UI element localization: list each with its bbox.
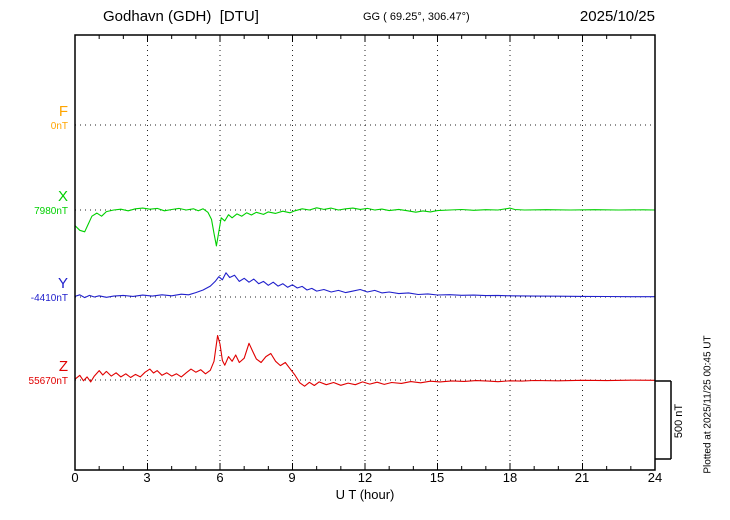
x-tick-3: 3 [143, 470, 151, 485]
x-tick-6: 6 [216, 470, 224, 485]
x-axis-label: U T (hour) [335, 487, 395, 502]
channel-label-Z: Z 55670nT [0, 358, 68, 388]
x-tick-21: 21 [574, 470, 590, 485]
channel-label-X: X 7980nT [0, 188, 68, 218]
x-tick-24: 24 [647, 470, 663, 485]
scale-bar-label: 500 nT [673, 403, 685, 439]
trace-X [74, 207, 656, 247]
channel-letter-X: X [57, 188, 68, 205]
channel-letter-Z: Z [58, 358, 68, 375]
trace-Z [74, 334, 656, 387]
channel-baseline-X: 7980nT [34, 206, 68, 217]
channel-letter-F: F [58, 103, 68, 120]
channel-label-F: F 0nT [0, 103, 68, 133]
plot-frame [74, 34, 656, 471]
x-tick-0: 0 [71, 470, 79, 485]
record-date: 2025/10/25 [579, 8, 655, 25]
x-tick-9: 9 [288, 470, 296, 485]
channel-label-Y: Y -4410nT [0, 275, 68, 305]
geographic-coords: GG ( 69.25°, 306.47°) [363, 11, 470, 23]
x-tick-15: 15 [429, 470, 445, 485]
station-title: Godhavn (GDH) [DTU] [103, 8, 259, 25]
channel-baseline-Z: 55670nT [28, 376, 68, 387]
channel-baseline-Y: -4410nT [30, 293, 68, 304]
trace-Y [74, 272, 656, 299]
channel-baseline-F: 0nT [50, 121, 68, 132]
channel-letter-Y: Y [57, 275, 68, 292]
x-tick-12: 12 [357, 470, 373, 485]
plotted-at-note: Plotted at 2025/11/25 00:45 UT [702, 335, 714, 474]
x-tick-18: 18 [502, 470, 518, 485]
